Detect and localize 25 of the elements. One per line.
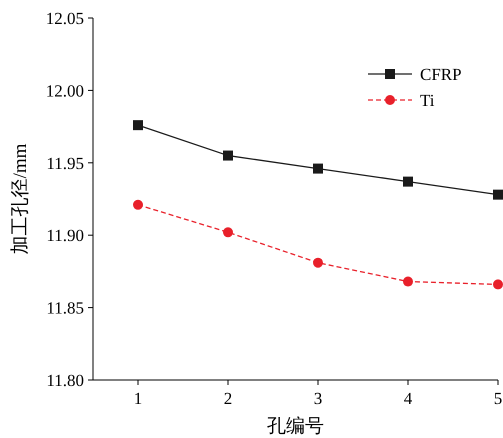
point	[493, 279, 503, 290]
point	[313, 258, 323, 268]
point	[223, 150, 233, 161]
point	[223, 227, 233, 238]
point	[133, 200, 143, 210]
y-tick-label: 11.90	[46, 226, 84, 246]
x-tick-label: 3	[314, 389, 322, 408]
x-tick-label: 1	[134, 389, 142, 408]
y-tick-label: 11.80	[46, 371, 84, 390]
point	[493, 190, 503, 200]
y-axis-title: 加工孔径/mm	[10, 143, 31, 254]
legend-label: CFRP	[420, 65, 462, 84]
x-tick-label: 4	[404, 389, 413, 408]
x-tick-label: 2	[224, 389, 232, 408]
y-tick-label: 11.85	[46, 298, 84, 318]
point	[133, 120, 143, 130]
y-tick-label: 12.00	[46, 81, 84, 100]
x-tick-label: 5	[494, 389, 502, 408]
point	[403, 276, 413, 287]
x-axis-title: 孔编号	[267, 416, 324, 437]
legend-label: Ti	[420, 91, 435, 110]
point	[313, 164, 323, 174]
point	[403, 176, 413, 187]
y-tick-label: 12.05	[46, 9, 84, 28]
y-tick-label: 11.95	[46, 154, 84, 173]
